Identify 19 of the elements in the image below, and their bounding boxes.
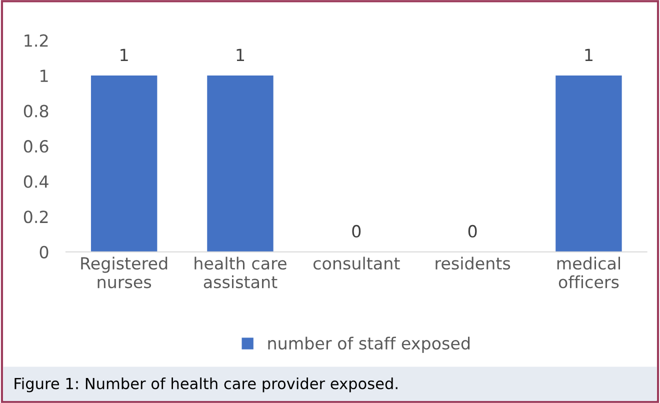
- x-tick-label: residents: [436, 256, 510, 270]
- x-tick-label: consultant: [314, 256, 400, 270]
- y-tick-label: 0.6: [24, 140, 48, 153]
- y-tick-label: 0.4: [24, 175, 48, 188]
- y-tick-label: 1: [40, 70, 48, 82]
- data-label: 1: [585, 48, 592, 61]
- data-label: 1: [236, 48, 244, 61]
- y-tick-label: 1.2: [24, 34, 48, 47]
- caption: Figure 1: Number of health care provider exposed.: [14, 377, 398, 392]
- y-tick-label: 0: [40, 246, 48, 258]
- data-label: 1: [120, 48, 128, 61]
- data-label: 0: [468, 224, 477, 238]
- y-tick-label: 0.2: [24, 210, 48, 224]
- y-tick-label: 0.8: [24, 104, 48, 118]
- legend-label: number of staff exposed: [268, 336, 470, 353]
- data-label: 0: [352, 224, 361, 238]
- x-tick-label: medical officers: [557, 256, 620, 288]
- x-tick-label: Registered nurses: [81, 256, 168, 288]
- x-tick-label: health care assistant: [194, 256, 286, 288]
